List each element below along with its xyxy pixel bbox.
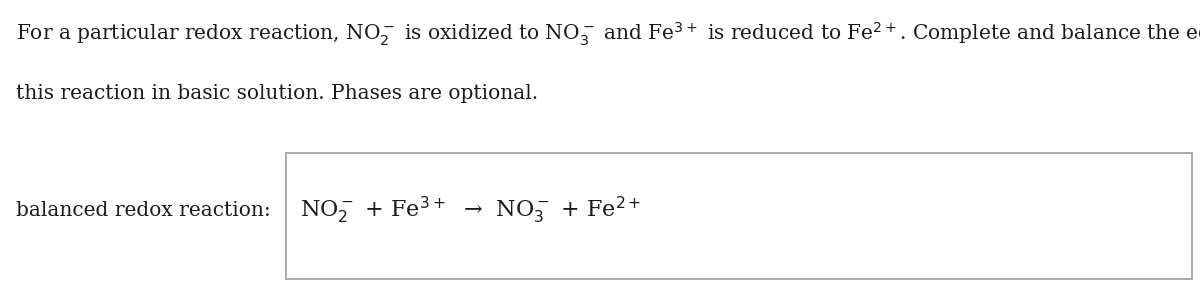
Text: balanced redox reaction:: balanced redox reaction: bbox=[16, 200, 270, 220]
Text: For a particular redox reaction, NO$_2^-$ is oxidized to NO$_3^-$ and Fe$^{3+}$ : For a particular redox reaction, NO$_2^-… bbox=[16, 21, 1200, 48]
FancyBboxPatch shape bbox=[286, 153, 1192, 279]
Text: NO$_2^-$ + Fe$^{3+}$  →  NO$_3^-$ + Fe$^{2+}$: NO$_2^-$ + Fe$^{3+}$ → NO$_3^-$ + Fe$^{2… bbox=[300, 194, 641, 226]
Text: this reaction in basic solution. Phases are optional.: this reaction in basic solution. Phases … bbox=[16, 84, 538, 103]
